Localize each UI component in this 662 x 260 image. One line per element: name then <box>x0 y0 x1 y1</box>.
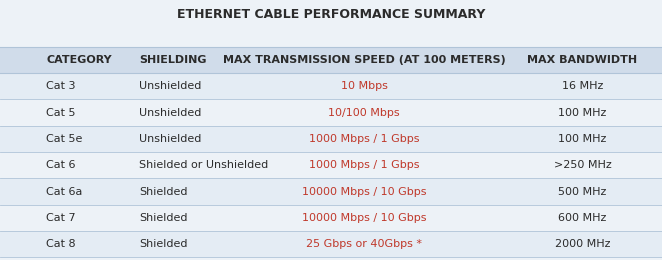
Text: Cat 3: Cat 3 <box>46 81 76 91</box>
Text: ETHERNET CABLE PERFORMANCE SUMMARY: ETHERNET CABLE PERFORMANCE SUMMARY <box>177 8 485 21</box>
Text: Cat 5e: Cat 5e <box>46 134 83 144</box>
Text: 100 MHz: 100 MHz <box>558 108 607 118</box>
Text: Shielded: Shielded <box>139 213 187 223</box>
FancyBboxPatch shape <box>0 205 662 231</box>
Text: Cat 5: Cat 5 <box>46 108 76 118</box>
Text: MAX TRANSMISSION SPEED (AT 100 METERS): MAX TRANSMISSION SPEED (AT 100 METERS) <box>222 55 506 65</box>
Text: MAX BANDWIDTH: MAX BANDWIDTH <box>528 55 638 65</box>
Text: 25 Gbps or 40Gbps *: 25 Gbps or 40Gbps * <box>306 239 422 249</box>
Text: 10000 Mbps / 10 Gbps: 10000 Mbps / 10 Gbps <box>302 213 426 223</box>
Text: Cat 7: Cat 7 <box>46 213 76 223</box>
FancyBboxPatch shape <box>0 152 662 178</box>
Text: >250 MHz: >250 MHz <box>553 160 612 170</box>
FancyBboxPatch shape <box>0 99 662 126</box>
Text: 600 MHz: 600 MHz <box>558 213 607 223</box>
Text: Shielded: Shielded <box>139 239 187 249</box>
Text: Unshielded: Unshielded <box>139 108 201 118</box>
Text: 100 MHz: 100 MHz <box>558 134 607 144</box>
FancyBboxPatch shape <box>0 231 662 257</box>
Text: 2000 MHz: 2000 MHz <box>555 239 610 249</box>
Text: Cat 8: Cat 8 <box>46 239 76 249</box>
Text: 10/100 Mbps: 10/100 Mbps <box>328 108 400 118</box>
FancyBboxPatch shape <box>0 126 662 152</box>
Text: 16 MHz: 16 MHz <box>562 81 603 91</box>
Text: Cat 6a: Cat 6a <box>46 187 83 197</box>
Text: CATEGORY: CATEGORY <box>46 55 112 65</box>
Text: 1000 Mbps / 1 Gbps: 1000 Mbps / 1 Gbps <box>309 160 419 170</box>
FancyBboxPatch shape <box>0 47 662 73</box>
Text: Shielded: Shielded <box>139 187 187 197</box>
Text: Cat 6: Cat 6 <box>46 160 76 170</box>
Text: 10000 Mbps / 10 Gbps: 10000 Mbps / 10 Gbps <box>302 187 426 197</box>
Text: 10 Mbps: 10 Mbps <box>341 81 387 91</box>
Text: SHIELDING: SHIELDING <box>139 55 207 65</box>
Text: 500 MHz: 500 MHz <box>558 187 607 197</box>
Text: Unshielded: Unshielded <box>139 134 201 144</box>
Text: Shielded or Unshielded: Shielded or Unshielded <box>139 160 268 170</box>
FancyBboxPatch shape <box>0 178 662 205</box>
FancyBboxPatch shape <box>0 73 662 99</box>
Text: 1000 Mbps / 1 Gbps: 1000 Mbps / 1 Gbps <box>309 134 419 144</box>
Text: Unshielded: Unshielded <box>139 81 201 91</box>
